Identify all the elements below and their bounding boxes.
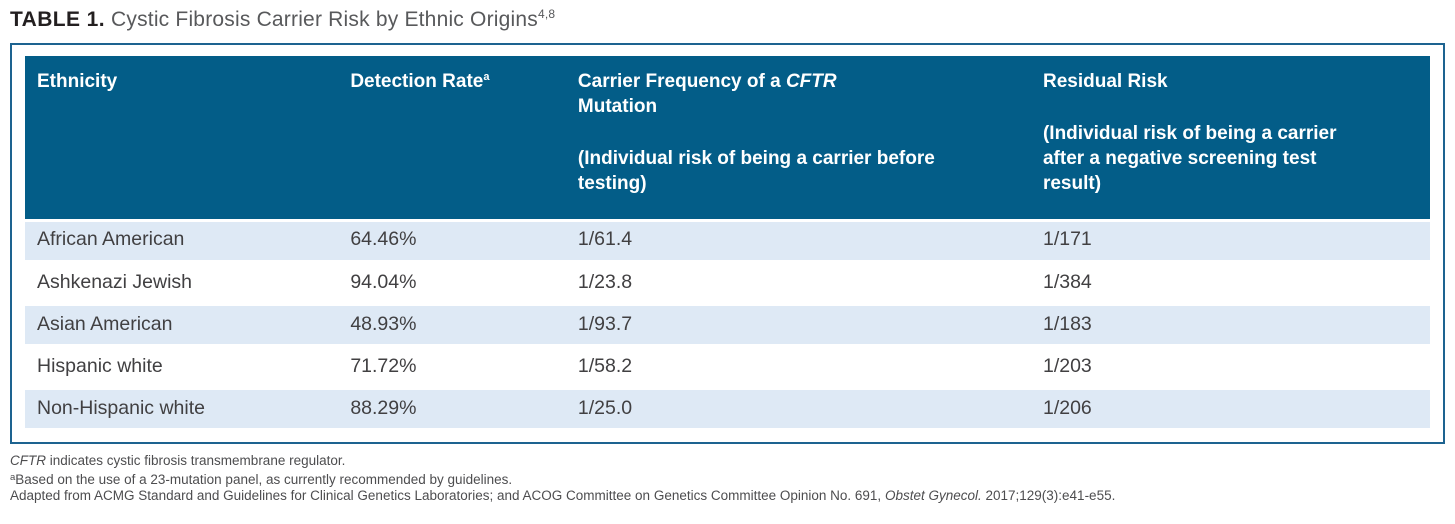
header-residual-risk: Residual Risk (Individual risk of being … [1030,56,1430,222]
detection-rate-cell: 88.29% [338,388,566,432]
table-row: Non-Hispanic white 88.29% 1/25.0 1/206 [25,388,1430,432]
carrier-frequency-cell: 1/25.0 [565,388,1031,432]
header-detection-rate: Detection Ratea [338,56,566,222]
carrier-frequency-cell: 1/23.8 [565,262,1031,306]
detection-rate-cell: 71.72% [338,346,566,390]
header-row: Ethnicity Detection Ratea Carrier Freque… [25,56,1430,222]
table-title: TABLE 1. Cystic Fibrosis Carrier Risk by… [10,7,1445,32]
ethnicity-cell: Ashkenazi Jewish [25,262,339,306]
table-row: African American 64.46% 1/61.4 1/171 [25,220,1430,264]
footnote-source-citation: Adapted from ACMG Standard and Guideline… [10,488,1116,503]
ethnicity-cell: Asian American [25,304,339,348]
header-carrier-frequency-subtext: (Individual risk of being a carrier befo… [577,148,935,195]
detection-rate-cell: 64.46% [338,220,566,264]
ethnicity-cell: African American [25,220,339,264]
header-ethnicity: Ethnicity [25,56,339,222]
table-row: Ashkenazi Jewish 94.04% 1/23.8 1/384 [25,262,1430,306]
detection-rate-cell: 94.04% [338,262,566,306]
residual-risk-cell: 1/203 [1030,346,1430,390]
header-carrier-frequency: Carrier Frequency of a CFTR Mutation (Ind… [565,56,1031,222]
table-number-label: TABLE 1. [10,8,105,31]
header-carrier-frequency-label: Carrier Frequency of a CFTR Mutation [577,71,837,118]
header-ethnicity-label: Ethnicity [37,71,118,92]
footnote-cftr-definition: CFTR indicates cystic fibrosis transmemb… [10,453,346,468]
cf-carrier-risk-table: Ethnicity Detection Ratea Carrier Freque… [25,56,1430,432]
table-container: Ethnicity Detection Ratea Carrier Freque… [10,43,1445,444]
table-title-text: Cystic Fibrosis Carrier Risk by Ethnic O… [104,8,538,31]
residual-risk-cell: 1/171 [1030,220,1430,264]
footnotes: CFTR indicates cystic fibrosis transmemb… [10,453,1445,505]
cftr-italic: CFTR [785,71,837,92]
table-row: Asian American 48.93% 1/93.7 1/183 [25,304,1430,348]
journal-name-italic: Obstet Gynecol. [884,488,982,503]
detection-rate-footnote-marker: a [483,71,490,83]
footnote-detection-rate-note: aBased on the use of a 23-mutation panel… [10,471,513,487]
header-residual-risk-label: Residual Risk [1042,71,1168,92]
ethnicity-cell: Hispanic white [25,346,339,390]
carrier-frequency-cell: 1/93.7 [565,304,1031,348]
header-detection-rate-label: Detection Ratea [350,71,490,92]
detection-rate-cell: 48.93% [338,304,566,348]
table-row: Hispanic white 71.72% 1/58.2 1/203 [25,346,1430,390]
page: TABLE 1. Cystic Fibrosis Carrier Risk by… [10,7,1445,505]
header-residual-risk-subtext: (Individual risk of being a carrier afte… [1042,123,1337,195]
residual-risk-cell: 1/206 [1030,388,1430,432]
residual-risk-cell: 1/183 [1030,304,1430,348]
carrier-frequency-cell: 1/61.4 [565,220,1031,264]
carrier-frequency-cell: 1/58.2 [565,346,1031,390]
ethnicity-cell: Non-Hispanic white [25,388,339,432]
residual-risk-cell: 1/384 [1030,262,1430,306]
title-reference-superscript: 4,8 [537,7,556,21]
